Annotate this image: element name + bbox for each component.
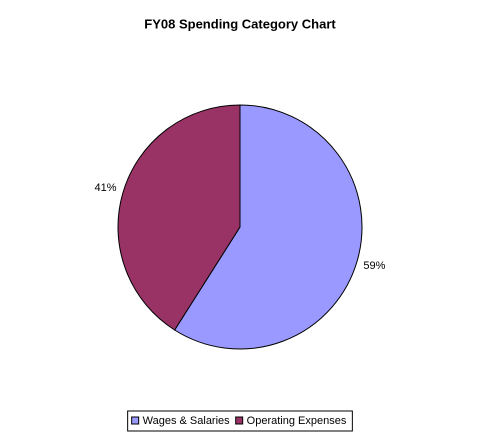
pie-slice bbox=[117, 104, 241, 331]
legend-swatch bbox=[235, 416, 244, 425]
legend-label: Wages & Salaries bbox=[143, 415, 231, 427]
data-label: 41% bbox=[95, 182, 117, 194]
pie-slice bbox=[173, 104, 363, 350]
legend-label: Operating Expenses bbox=[247, 415, 347, 427]
data-label: 59% bbox=[363, 260, 385, 272]
legend-swatch bbox=[131, 416, 140, 425]
chart-title: FY08 Spending Category Chart bbox=[144, 16, 336, 31]
legend: Wages & Salaries Operating Expenses bbox=[127, 410, 353, 432]
